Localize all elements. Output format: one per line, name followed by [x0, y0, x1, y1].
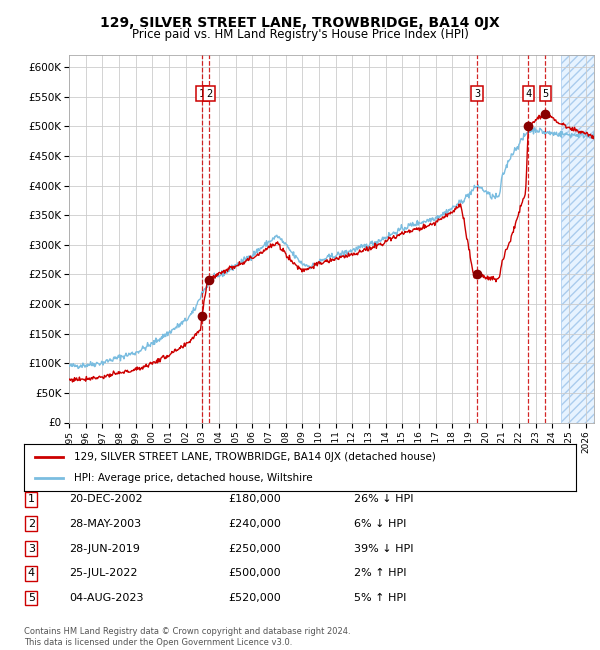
Text: 3: 3	[474, 89, 480, 99]
Text: This data is licensed under the Open Government Licence v3.0.: This data is licensed under the Open Gov…	[24, 638, 292, 647]
Text: £180,000: £180,000	[228, 494, 281, 504]
Text: £520,000: £520,000	[228, 593, 281, 603]
Text: 2% ↑ HPI: 2% ↑ HPI	[354, 568, 407, 578]
Text: 6% ↓ HPI: 6% ↓ HPI	[354, 519, 406, 529]
Text: Price paid vs. HM Land Registry's House Price Index (HPI): Price paid vs. HM Land Registry's House …	[131, 28, 469, 41]
Text: £500,000: £500,000	[228, 568, 281, 578]
Text: 20-DEC-2002: 20-DEC-2002	[69, 494, 143, 504]
Text: Contains HM Land Registry data © Crown copyright and database right 2024.: Contains HM Land Registry data © Crown c…	[24, 627, 350, 636]
Text: 129, SILVER STREET LANE, TROWBRIDGE, BA14 0JX: 129, SILVER STREET LANE, TROWBRIDGE, BA1…	[100, 16, 500, 31]
Text: 25-JUL-2022: 25-JUL-2022	[69, 568, 137, 578]
Text: 129, SILVER STREET LANE, TROWBRIDGE, BA14 0JX (detached house): 129, SILVER STREET LANE, TROWBRIDGE, BA1…	[74, 452, 436, 462]
Text: 3: 3	[28, 543, 35, 554]
Text: 1: 1	[28, 494, 35, 504]
Text: 26% ↓ HPI: 26% ↓ HPI	[354, 494, 413, 504]
Text: 2: 2	[28, 519, 35, 529]
Text: 1: 1	[199, 89, 205, 99]
Text: £250,000: £250,000	[228, 543, 281, 554]
Text: 5: 5	[28, 593, 35, 603]
Text: HPI: Average price, detached house, Wiltshire: HPI: Average price, detached house, Wilt…	[74, 473, 313, 483]
Text: 39% ↓ HPI: 39% ↓ HPI	[354, 543, 413, 554]
Text: 04-AUG-2023: 04-AUG-2023	[69, 593, 143, 603]
Bar	[560, 55, 594, 423]
Text: 4: 4	[28, 568, 35, 578]
Text: 5% ↑ HPI: 5% ↑ HPI	[354, 593, 406, 603]
Text: 5: 5	[542, 89, 548, 99]
Text: 4: 4	[525, 89, 532, 99]
Bar	[560, 55, 594, 423]
Text: 2: 2	[206, 89, 212, 99]
Text: 28-MAY-2003: 28-MAY-2003	[69, 519, 141, 529]
Text: £240,000: £240,000	[228, 519, 281, 529]
Text: 28-JUN-2019: 28-JUN-2019	[69, 543, 140, 554]
